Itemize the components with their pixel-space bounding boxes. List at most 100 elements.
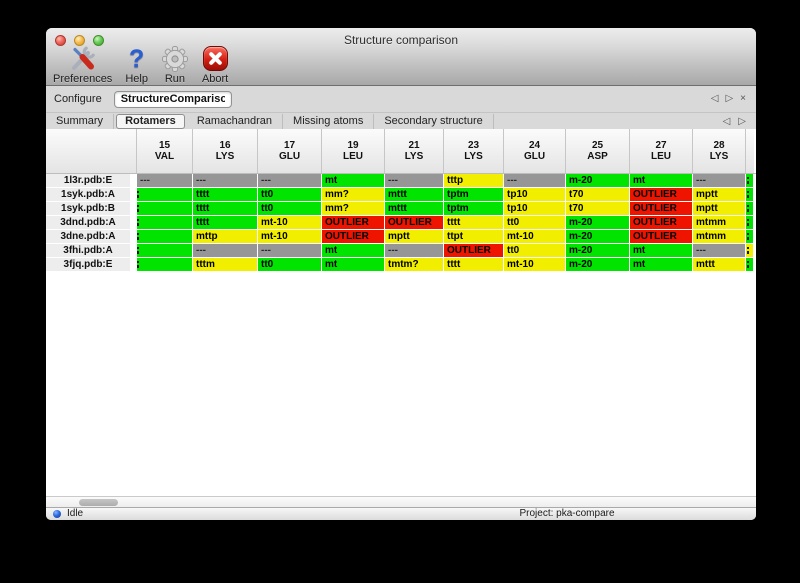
row-label[interactable]: 3dne.pdb:A [46, 230, 130, 243]
rotamer-cell[interactable]: --- [693, 174, 745, 187]
rotamer-cell[interactable]: tp10 [504, 188, 565, 201]
rotamer-cell[interactable]: mptt [385, 230, 443, 243]
rotamer-cell[interactable]: mt [630, 244, 692, 257]
rotamer-cell[interactable]: --- [193, 244, 257, 257]
prev-config-icon[interactable]: ◁ [710, 93, 719, 104]
rotamer-cell[interactable] [137, 230, 192, 243]
rotamer-cell[interactable]: tttt [193, 202, 257, 215]
close-config-icon[interactable]: × [740, 93, 746, 104]
rotamer-cell[interactable]: OUTLIER [322, 230, 384, 243]
rotamer-cell[interactable]: mtmm [693, 216, 745, 229]
rotamer-cell-partial[interactable] [746, 174, 753, 187]
rotamer-cell[interactable]: mt-10 [504, 230, 565, 243]
rotamer-cell[interactable]: tttt [444, 258, 503, 271]
preferences-button[interactable]: Preferences [53, 44, 112, 85]
rotamer-cell-partial[interactable] [746, 230, 753, 243]
rotamer-cell[interactable]: m-20 [566, 174, 629, 187]
rotamer-cell[interactable]: OUTLIER [630, 230, 692, 243]
column-header[interactable]: 28 LYS [693, 129, 746, 173]
rotamer-cell[interactable]: tt0 [258, 258, 321, 271]
prev-tab-icon[interactable]: ◁ [722, 115, 731, 127]
rotamer-cell[interactable]: tt0 [504, 244, 565, 257]
tab-summary[interactable]: Summary [46, 114, 115, 129]
rotamer-cell[interactable]: tt0 [504, 216, 565, 229]
rotamer-cell[interactable]: mt [322, 258, 384, 271]
rotamer-cell[interactable] [137, 244, 192, 257]
rotamer-cell-partial[interactable] [746, 202, 753, 215]
column-header[interactable]: 17 GLU [258, 129, 322, 173]
rotamer-cell[interactable]: OUTLIER [630, 216, 692, 229]
row-label[interactable]: 3dnd.pdb:A [46, 216, 130, 229]
rotamer-cell[interactable]: --- [693, 244, 745, 257]
rotamer-cell[interactable]: tptm [444, 202, 503, 215]
run-button[interactable]: Run [161, 44, 189, 85]
rotamer-cell[interactable]: m-20 [566, 258, 629, 271]
rotamer-cell[interactable]: --- [385, 174, 443, 187]
rotamer-cell[interactable]: tttt [444, 216, 503, 229]
column-header[interactable]: 25 ASP [566, 129, 630, 173]
row-label[interactable]: 1syk.pdb:B [46, 202, 130, 215]
rotamer-cell[interactable]: mm? [322, 202, 384, 215]
rotamer-cell[interactable]: OUTLIER [630, 202, 692, 215]
rotamer-cell-partial[interactable] [746, 216, 753, 229]
rotamer-cell[interactable]: --- [137, 174, 192, 187]
rotamer-cell[interactable]: m-20 [566, 216, 629, 229]
rotamer-cell[interactable]: OUTLIER [444, 244, 503, 257]
rotamer-cell[interactable]: mttp [193, 230, 257, 243]
rotamer-cell[interactable]: mttt [385, 188, 443, 201]
rotamer-cell[interactable]: m-20 [566, 244, 629, 257]
rotamer-cell[interactable]: t70 [566, 202, 629, 215]
rotamer-cell[interactable]: tp10 [504, 202, 565, 215]
help-button[interactable]: ? Help [125, 44, 148, 86]
column-header[interactable]: 27 LEU [630, 129, 693, 173]
configure-name-input[interactable] [113, 90, 232, 108]
rotamer-cell[interactable]: OUTLIER [385, 216, 443, 229]
rotamer-cell[interactable]: --- [193, 174, 257, 187]
horizontal-scrollbar[interactable] [46, 496, 756, 508]
rotamer-cell[interactable]: mtmm [693, 230, 745, 243]
rotamer-cell[interactable] [137, 216, 192, 229]
rotamer-cell[interactable]: OUTLIER [322, 216, 384, 229]
column-header[interactable]: 19 LEU [322, 129, 385, 173]
rotamer-cell-partial[interactable] [746, 244, 753, 257]
row-label[interactable]: 1syk.pdb:A [46, 188, 130, 201]
rotamer-cell[interactable]: tttt [193, 188, 257, 201]
tab-secondary-structure[interactable]: Secondary structure [374, 114, 494, 129]
column-header[interactable]: 15 VAL [137, 129, 193, 173]
rotamer-cell[interactable]: t70 [566, 188, 629, 201]
row-label[interactable]: 1l3r.pdb:E [46, 174, 130, 187]
minimize-window-button[interactable] [74, 35, 85, 46]
rotamer-cell[interactable]: mptt [693, 188, 745, 201]
rotamer-cell[interactable]: OUTLIER [630, 188, 692, 201]
rotamer-cell[interactable]: mt [322, 174, 384, 187]
tab-missing-atoms[interactable]: Missing atoms [283, 114, 375, 129]
rotamer-cell-partial[interactable] [746, 188, 753, 201]
rotamer-cell[interactable]: tttp [444, 174, 503, 187]
rotamer-cell[interactable]: --- [385, 244, 443, 257]
rotamer-cell[interactable]: --- [258, 174, 321, 187]
rotamer-cell[interactable]: mttt [385, 202, 443, 215]
rotamer-cell[interactable]: mm? [322, 188, 384, 201]
next-tab-icon[interactable]: ▷ [738, 115, 746, 127]
rotamer-cell[interactable]: mt [322, 244, 384, 257]
column-header[interactable]: 23 LYS [444, 129, 504, 173]
rotamer-cell[interactable]: tttm [193, 258, 257, 271]
rotamer-cell[interactable]: tt0 [258, 188, 321, 201]
rotamer-cell[interactable]: tttt [193, 216, 257, 229]
scrollbar-thumb[interactable] [79, 499, 118, 506]
column-header[interactable]: 16 LYS [193, 129, 258, 173]
tab-ramachandran[interactable]: Ramachandran [187, 114, 284, 129]
rotamer-cell[interactable] [137, 258, 192, 271]
rotamer-cell[interactable]: mt-10 [258, 230, 321, 243]
rotamer-cell[interactable]: --- [504, 174, 565, 187]
rotamer-cell[interactable]: mttt [693, 258, 745, 271]
row-label[interactable]: 3fhi.pdb:A [46, 244, 130, 257]
rotamer-cell[interactable]: m-20 [566, 230, 629, 243]
tab-rotamers[interactable]: Rotamers [116, 114, 185, 129]
column-header[interactable]: 24 GLU [504, 129, 566, 173]
rotamer-cell[interactable] [137, 188, 192, 201]
rotamer-cell[interactable]: tt0 [258, 202, 321, 215]
rotamer-cell-partial[interactable] [746, 258, 753, 271]
zoom-window-button[interactable] [93, 35, 104, 46]
rotamer-cell[interactable]: tmtm? [385, 258, 443, 271]
